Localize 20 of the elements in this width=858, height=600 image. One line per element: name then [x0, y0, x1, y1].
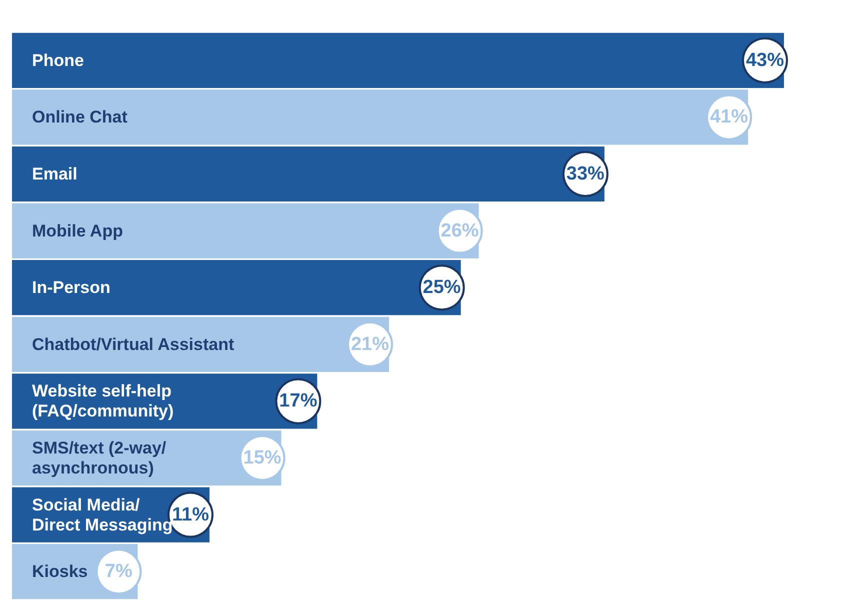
data-label: 26%	[440, 220, 479, 242]
data-label: 41%	[710, 106, 748, 128]
data-label: 15%	[243, 448, 282, 468]
y-tick-label: Mobile App	[32, 221, 123, 240]
data-label: 21%	[350, 334, 390, 355]
y-tick-label: In-Person	[32, 278, 110, 298]
data-label: 11%	[172, 504, 210, 526]
data-label: 33%	[566, 164, 605, 184]
y-tick-label: Social Media/ Direct Messaging	[32, 495, 173, 534]
data-label: 17%	[279, 390, 318, 412]
data-label: 43%	[746, 50, 784, 71]
data-label: 25%	[422, 277, 461, 298]
y-tick-label: Chatbot/Virtual Assistant	[32, 334, 234, 354]
y-tick-label: Email	[32, 164, 78, 184]
data-label: 7%	[104, 561, 132, 582]
y-tick-label: Website self-help (FAQ/community)	[32, 382, 174, 421]
y-tick-label: Kiosks	[32, 562, 88, 582]
y-tick-label: Phone	[32, 50, 84, 70]
y-tick-label: Online Chat	[32, 108, 128, 127]
y-tick-label: SMS/text (2-way/ asynchronous)	[32, 438, 166, 478]
